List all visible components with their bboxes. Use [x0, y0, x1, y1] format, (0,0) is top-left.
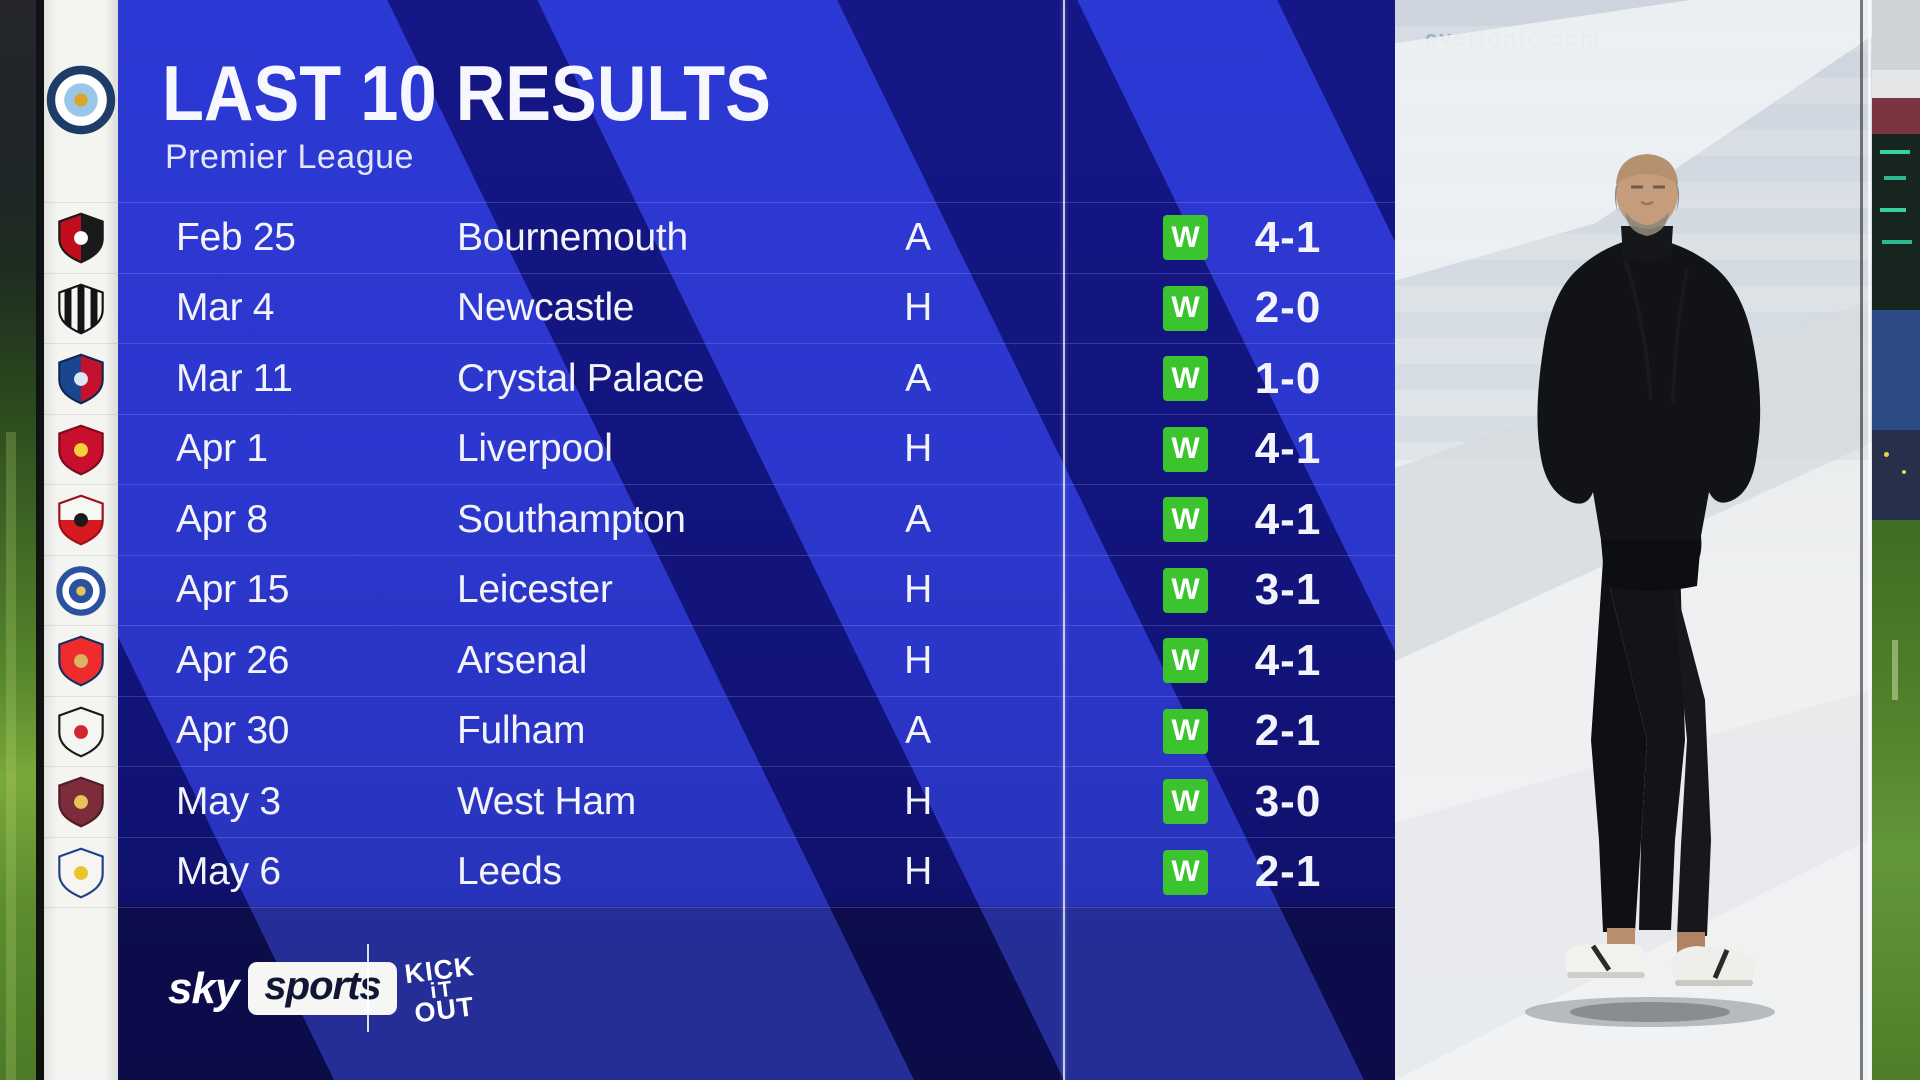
venue-indicator: H — [904, 850, 932, 893]
pep-guardiola-figure — [1525, 154, 1775, 1027]
match-date: May 3 — [176, 779, 281, 823]
venue-indicator: A — [905, 497, 931, 541]
venue-indicator: H — [904, 427, 932, 470]
leicester-crest-icon — [55, 564, 107, 618]
match-score: 2-1 — [1254, 706, 1322, 755]
opponent-name: Newcastle — [457, 286, 635, 329]
sports-logo-box: sports — [248, 962, 397, 1015]
venue-indicator: H — [904, 568, 932, 611]
venue-indicator: A — [905, 356, 931, 400]
match-score: 4-1 — [1254, 424, 1322, 473]
team-crest-rail — [44, 0, 118, 1080]
result-row: May 3 West Ham H W 3-0 — [118, 766, 1395, 837]
result-row: Apr 1 Liverpool H W 4-1 — [118, 414, 1395, 485]
result-row: Mar 11 Crystal Palace A W 1-0 — [118, 343, 1395, 414]
match-date: Feb 25 — [176, 215, 296, 259]
venue-indicator: A — [905, 709, 931, 752]
score-column-divider-line — [1063, 0, 1065, 1080]
match-score: 4-1 — [1254, 635, 1322, 685]
newcastle-crest-icon — [55, 282, 107, 336]
arsenal-crest-icon — [55, 634, 107, 688]
opponent-name: Crystal Palace — [457, 356, 705, 400]
match-date: Apr 15 — [176, 568, 290, 611]
win-outcome-badge: W — [1163, 497, 1208, 542]
match-date: Mar 4 — [176, 286, 275, 329]
win-outcome-badge: W — [1163, 779, 1208, 824]
match-score: 2-0 — [1254, 283, 1322, 332]
opponent-name: Bournemouth — [457, 215, 688, 259]
win-outcome-badge: W — [1163, 638, 1208, 683]
win-outcome-badge: W — [1163, 567, 1208, 613]
opponent-name: Fulham — [457, 709, 586, 752]
match-score: 1-0 — [1254, 353, 1322, 403]
sports-logo-word: sports — [264, 964, 381, 1008]
result-row: Apr 15 Leicester H W 3-1 — [118, 555, 1395, 626]
result-row: Feb 25 Bournemouth A W 4-1 — [118, 202, 1395, 273]
bournemouth-crest-icon — [55, 211, 107, 265]
footer-logo-divider — [367, 944, 369, 1032]
left-strip-divider — [36, 0, 44, 1080]
leeds-crest-icon — [55, 846, 107, 900]
page-title: LAST 10 RESULTS — [162, 49, 771, 137]
opponent-name: Southampton — [457, 497, 686, 541]
kick-it-out-line3: OUT — [412, 991, 477, 1029]
match-date: May 6 — [176, 850, 281, 893]
match-date: Apr 1 — [176, 427, 268, 470]
venue-indicator: H — [904, 779, 932, 823]
win-outcome-badge: W — [1163, 426, 1208, 472]
opponent-name: Arsenal — [457, 638, 588, 682]
results-panel: LAST 10 RESULTS Premier League Feb 25 Bo… — [118, 0, 1395, 1080]
venue-indicator: H — [904, 286, 932, 329]
match-score: 4-1 — [1254, 494, 1322, 544]
result-row: Mar 4 Newcastle H W 2-0 — [118, 273, 1395, 344]
match-date: Mar 11 — [176, 356, 293, 400]
match-score: 2-1 — [1254, 847, 1322, 896]
venue-indicator: A — [905, 215, 931, 259]
result-row: Apr 8 Southampton A W 4-1 — [118, 484, 1395, 555]
west-ham-crest-icon — [55, 775, 107, 829]
match-score: 3-1 — [1254, 565, 1322, 614]
southampton-crest-icon — [55, 493, 107, 547]
sky-logo-word: sky — [168, 963, 239, 1013]
result-row: May 6 Leeds H W 2-1 — [118, 837, 1395, 908]
competition-subtitle: Premier League — [165, 138, 414, 176]
liverpool-crest-icon — [55, 423, 107, 477]
frame-edge-dark-line — [1860, 0, 1863, 1080]
photo-panel: evertonfc.com — [1395, 0, 1872, 1080]
crystal-palace-crest-icon — [55, 352, 107, 406]
opponent-name: Liverpool — [457, 427, 613, 470]
stadium-photo-right-sliver — [1872, 0, 1920, 1080]
fulham-crest-icon — [55, 705, 107, 759]
match-score: 3-0 — [1254, 776, 1322, 826]
win-outcome-badge: W — [1163, 849, 1208, 895]
manchester-city-crest-icon — [45, 62, 117, 138]
win-outcome-badge: W — [1163, 285, 1208, 331]
opponent-name: West Ham — [457, 779, 636, 823]
sky-sports-logo: sky sports — [168, 962, 397, 1015]
match-date: Apr 26 — [176, 638, 290, 682]
win-outcome-badge: W — [1163, 708, 1208, 754]
venue-indicator: H — [904, 638, 932, 682]
win-outcome-badge: W — [1163, 356, 1208, 401]
match-date: Apr 8 — [176, 497, 268, 541]
result-row: Apr 30 Fulham A W 2-1 — [118, 696, 1395, 767]
opponent-name: Leeds — [457, 850, 562, 893]
result-row: Apr 26 Arsenal H W 4-1 — [118, 625, 1395, 696]
match-score: 4-1 — [1254, 212, 1322, 262]
match-date: Apr 30 — [176, 709, 290, 752]
win-outcome-badge: W — [1163, 215, 1208, 260]
opponent-name: Leicester — [457, 568, 613, 611]
frame-edge-light-line — [1868, 0, 1871, 1080]
